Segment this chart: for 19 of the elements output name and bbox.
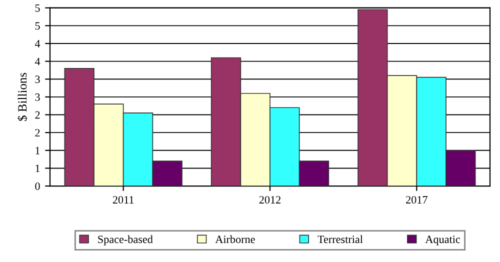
legend-label: Space-based xyxy=(98,235,153,246)
y-tick-label: 1 xyxy=(36,146,40,154)
y-axis-title: $ Billions xyxy=(17,72,28,121)
legend-label: Airborne xyxy=(215,235,255,244)
y-tick-label: 5 xyxy=(35,22,40,30)
y-tick-label: 0 xyxy=(35,182,40,190)
x-tick-label: 2017 xyxy=(406,196,428,204)
x-tick-label: 2011 xyxy=(112,196,134,204)
y-tick-label: 3 xyxy=(35,76,40,84)
y-tick-label: 4 xyxy=(34,58,40,66)
x-tick-label: 2012 xyxy=(259,196,280,204)
legend-label: Terrestrial xyxy=(318,235,363,244)
y-tick-label: 3 xyxy=(35,93,40,101)
y-tick-label: 2 xyxy=(35,111,40,119)
y-tick-label: 2 xyxy=(35,129,40,136)
legend-label: Aquatic xyxy=(425,236,460,246)
y-tick-label: 4 xyxy=(34,40,40,48)
y-tick-label: 1 xyxy=(36,164,40,172)
y-tick-label: 5 xyxy=(35,4,40,12)
